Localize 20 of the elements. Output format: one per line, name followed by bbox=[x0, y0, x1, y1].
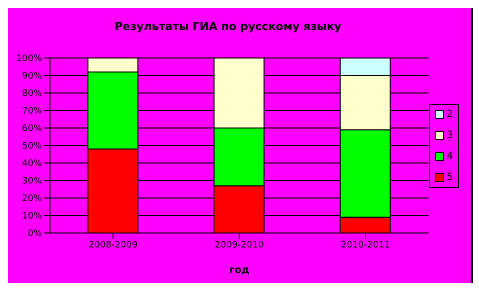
y-tick-label: 90% bbox=[22, 72, 42, 82]
x-tick-label: 2009-2010 bbox=[214, 240, 264, 250]
y-tick-label: 70% bbox=[22, 106, 42, 117]
y-tick-label: 100% bbox=[16, 54, 42, 64]
chart-title: Результаты ГИА по русскому языку bbox=[114, 20, 342, 33]
legend-label: 3 bbox=[446, 130, 453, 140]
legend-label: 5 bbox=[446, 172, 453, 182]
y-tick-label: 10% bbox=[22, 212, 42, 222]
y-tick-label: 80% bbox=[22, 89, 42, 100]
y-tick-label: 30% bbox=[22, 176, 42, 187]
x-tick-label: 2010-2011 bbox=[340, 240, 390, 250]
x-axis-title: год bbox=[229, 265, 250, 276]
y-tick-label: 50% bbox=[22, 142, 42, 152]
y-tick-label: 40% bbox=[22, 159, 42, 170]
legend-label: 2 bbox=[446, 108, 453, 120]
y-tick-label: 0% bbox=[28, 229, 42, 240]
legend-label: 4 bbox=[446, 150, 453, 162]
y-tick-label: 60% bbox=[22, 124, 42, 134]
x-tick-label: 2008-2009 bbox=[88, 240, 138, 250]
y-tick-label: 20% bbox=[22, 194, 42, 204]
